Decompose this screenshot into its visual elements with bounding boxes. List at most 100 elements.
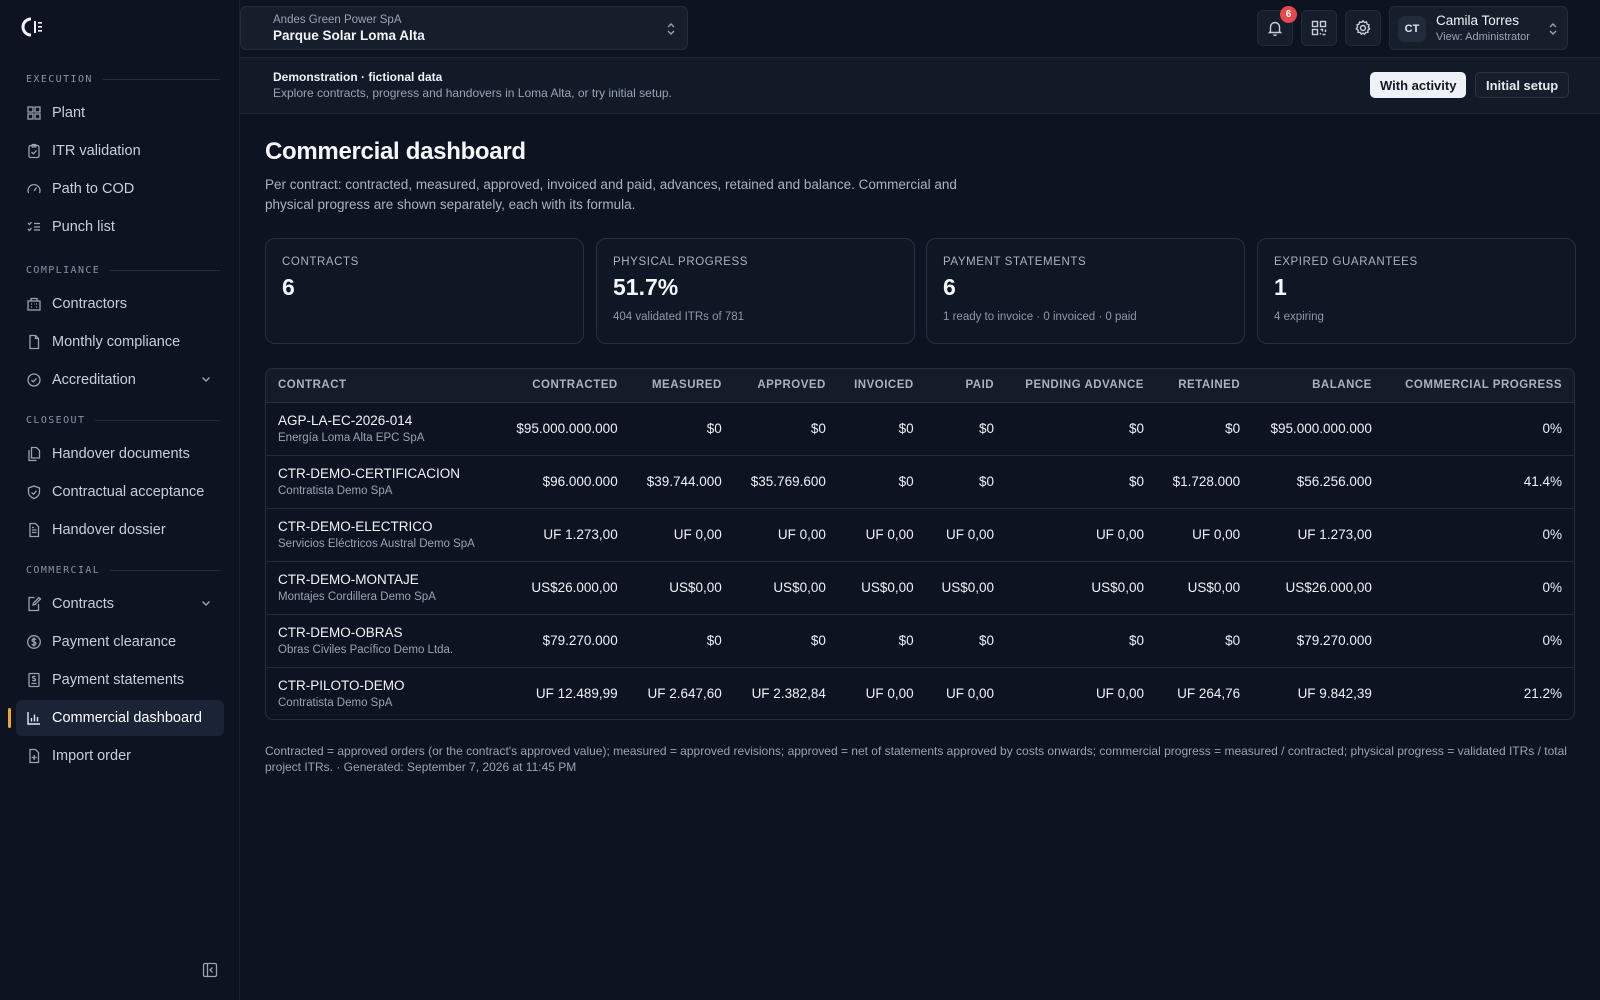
table-row[interactable]: CTR-PILOTO-DEMO Contratista Demo SpA UF 1… [266,667,1574,719]
clipboard-check-icon [26,143,42,159]
file-icon [26,334,42,350]
sidebar-item-label: Plant [52,105,86,121]
contract-code[interactable]: CTR-DEMO-OBRAS [278,624,403,640]
chevron-down-icon[interactable] [200,597,212,609]
paid-cell: UF 0,00 [946,686,995,702]
column-header[interactable]: PAID [925,369,1007,403]
retained-cell: $0 [1225,421,1241,436]
contracted-cell: $95.000.000.000 [516,421,618,436]
column-header[interactable]: PENDING ADVANCE [1006,369,1156,403]
pending-advance-cell: $0 [1128,421,1144,436]
table-row[interactable]: CTR-DEMO-OBRAS Obras Civiles Pacífico Dem… [266,614,1574,667]
column-header[interactable]: INVOICED [837,369,926,403]
pending-advance-cell: $0 [1128,633,1144,648]
contractor-name: Montajes Cordillera Demo SpA [278,590,436,603]
sidebar-item-label: Commercial dashboard [52,710,202,726]
sidebar-item-plant[interactable]: Plant [16,95,224,131]
sidebar-item-contracts[interactable]: Contracts [16,586,224,622]
project-selector[interactable]: Andes Green Power SpA Parque Solar Loma … [240,6,688,50]
column-header[interactable]: CONTRACT [266,369,499,403]
settings-button[interactable] [1345,10,1381,46]
table-header-row: CONTRACT CONTRACTED MEASURED APPROVED IN… [266,369,1574,403]
balance-cell: US$26.000,00 [1285,580,1372,595]
invoiced-cell: $0 [898,633,914,648]
contract-cell: CTR-DEMO-ELECTRICO Servicios Eléctricos A… [266,508,498,561]
with-activity-button[interactable]: With activity [1370,72,1467,98]
sidebar-item-handover-documents[interactable]: Handover documents [16,436,224,472]
sidebar-item-label: Handover dossier [52,522,166,538]
table-row[interactable]: CTR-DEMO-MONTAJE Montajes Cordillera Demo… [266,561,1574,614]
invoiced-cell: UF 0,00 [865,527,914,542]
table-row[interactable]: AGP-LA-EC-2026-014 Energía Loma Alta EPC … [266,402,1574,455]
contractor-name: Contratista Demo SpA [278,484,393,497]
measured-cell: US$0,00 [669,580,722,595]
sidebar-item-label: Punch list [52,219,115,235]
sidebar-item-handover-dossier[interactable]: Handover dossier [16,512,224,548]
sidebar-item-payment-clearance[interactable]: Payment clearance [16,624,224,660]
app-logo-icon[interactable] [20,16,44,38]
commercial-progress-cell: 0% [1542,580,1562,595]
approved-cell: UF 2.382,84 [751,686,826,702]
column-header[interactable]: MEASURED [629,369,734,403]
expired-guarantees-card: EXPIRED GUARANTEES 1 4 expiring [1257,238,1576,344]
pending-advance-cell: $0 [1128,474,1144,489]
card-value: 6 [282,274,295,300]
balance-cell: $79.270.000 [1296,633,1372,648]
column-header[interactable]: APPROVED [733,369,838,403]
column-header[interactable]: COMMERCIAL PROGRESS [1383,369,1574,403]
retained-cell: $0 [1225,633,1241,648]
approved-cell: US$0,00 [773,580,826,595]
approved-cell: UF 0,00 [777,527,826,542]
table-row[interactable]: CTR-DEMO-CERTIFICACION Contratista Demo S… [266,455,1574,508]
checklist-icon [26,219,42,235]
sidebar-item-payment-statements[interactable]: Payment statements [16,662,224,698]
initial-setup-button[interactable]: Initial setup [1475,72,1570,98]
notifications-button[interactable]: 6 [1257,6,1297,46]
bar-chart-icon [26,710,42,726]
sidebar-item-label: Handover documents [52,446,190,462]
sidebar-item-contractual-acceptance[interactable]: Contractual acceptance [16,474,224,510]
sidebar-item-import-order[interactable]: Import order [16,738,224,774]
column-header[interactable]: BALANCE [1252,369,1384,403]
card-label: CONTRACTS [282,256,359,268]
sidebar-item-commercial-dashboard[interactable]: Commercial dashboard [8,700,224,736]
file-text-icon [26,522,42,538]
sidebar-item-monthly-compliance[interactable]: Monthly compliance [16,324,224,360]
column-header[interactable]: RETAINED [1155,369,1253,403]
contract-code[interactable]: CTR-DEMO-CERTIFICACION [278,465,460,481]
table-row[interactable]: CTR-DEMO-ELECTRICO Servicios Eléctricos A… [266,508,1574,561]
contract-code[interactable]: CTR-DEMO-MONTAJE [278,571,419,587]
measured-cell: UF 2.647,60 [647,686,722,702]
card-subtext: 404 validated ITRs of 781 [613,311,745,323]
page-subtitle: Per contract: contracted, measured, appr… [265,177,957,212]
pending-advance-cell: UF 0,00 [1095,527,1144,542]
sidebar-item-accreditation[interactable]: Accreditation [16,362,224,398]
chevron-down-icon[interactable] [200,373,212,385]
paid-cell: $0 [979,421,995,436]
sidebar-item-itr-validation[interactable]: ITR validation [16,133,224,169]
measured-cell: UF 0,00 [673,527,722,542]
qr-code-icon [1311,20,1327,36]
collapse-sidebar-icon[interactable] [202,962,218,978]
card-subtext: 4 expiring [1274,311,1324,323]
sidebar-item-punch-list[interactable]: Punch list [16,209,224,245]
project-name: Parque Solar Loma Alta [273,28,425,43]
payment-statements-card: PAYMENT STATEMENTS 6 1 ready to invoice … [926,238,1245,344]
balance-cell: UF 9.842,39 [1297,686,1372,702]
section-heading: COMPLIANCE [16,262,224,278]
pending-advance-cell: US$0,00 [1091,580,1144,595]
commercial-progress-cell: 41.4% [1523,474,1562,489]
commercial-progress-cell: 0% [1542,527,1562,542]
qr-code-button[interactable] [1301,10,1337,46]
sidebar-item-contractors[interactable]: Contractors [16,286,224,322]
chevron-up-down-icon [667,23,675,35]
documents-icon [26,446,42,462]
contract-code[interactable]: CTR-DEMO-ELECTRICO [278,518,433,534]
invoiced-cell: $0 [898,421,914,436]
user-menu[interactable]: CT Camila Torres View: Administrator [1389,6,1568,50]
column-header[interactable]: CONTRACTED [498,369,630,403]
sidebar-item-path-to-cod[interactable]: Path to COD [16,171,224,207]
contract-code[interactable]: AGP-LA-EC-2026-014 [278,412,413,428]
measured-cell: $0 [706,633,722,648]
contract-code[interactable]: CTR-PILOTO-DEMO [278,677,405,693]
